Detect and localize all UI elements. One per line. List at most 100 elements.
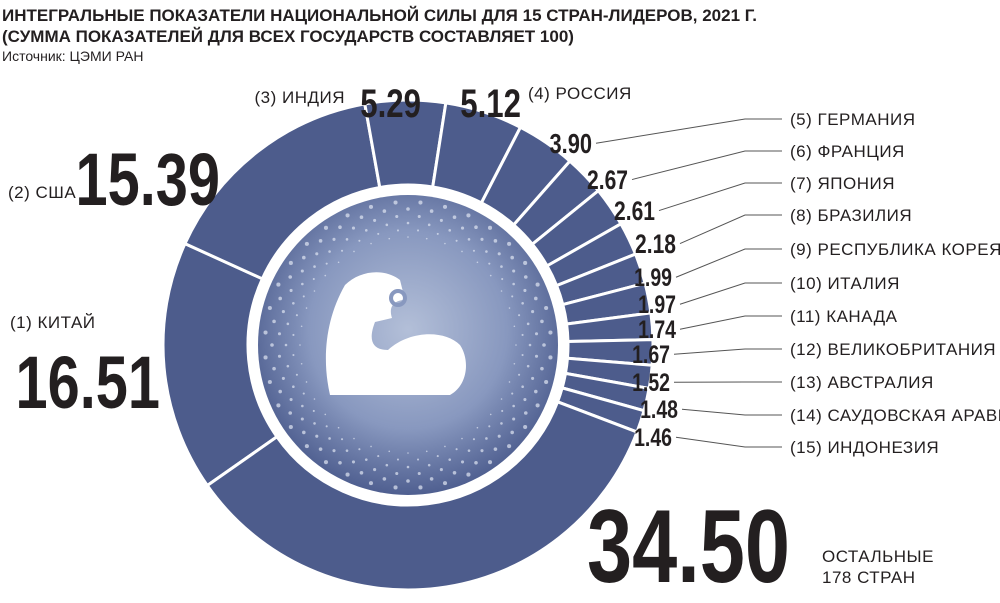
dot — [351, 460, 356, 464]
dot — [474, 225, 478, 230]
dot — [388, 237, 391, 240]
dot — [474, 460, 478, 465]
dot — [429, 209, 434, 213]
dot — [377, 455, 380, 458]
dot — [513, 325, 516, 328]
dot — [540, 319, 544, 324]
dot — [508, 307, 511, 309]
dot — [340, 438, 344, 441]
dot — [388, 450, 391, 453]
dot — [292, 333, 295, 337]
source: Источник: ЦЭМИ РАН — [2, 48, 143, 64]
dot — [518, 373, 521, 376]
dot — [358, 448, 361, 451]
dot — [487, 225, 493, 230]
dot — [301, 282, 304, 286]
dot — [295, 373, 298, 376]
category-label: (9) РЕСПУБЛИКА КОРЕЯ — [790, 240, 1000, 259]
segment — [205, 399, 639, 592]
dot — [466, 472, 471, 477]
dot — [323, 225, 329, 230]
dot — [523, 411, 528, 415]
dot — [278, 389, 283, 394]
dot — [407, 452, 409, 454]
dot — [521, 385, 524, 389]
dot — [286, 364, 290, 368]
dot — [507, 241, 512, 246]
value-label: 15.39 — [76, 139, 220, 222]
leader-line — [675, 248, 782, 278]
dot — [300, 362, 303, 365]
dot — [267, 379, 272, 385]
dot — [295, 314, 298, 317]
dot — [359, 470, 364, 475]
leader-line — [675, 436, 782, 448]
dot — [511, 295, 514, 298]
dot — [472, 249, 476, 252]
dot — [406, 465, 410, 469]
dot — [292, 301, 295, 305]
dot — [540, 366, 544, 371]
dot — [439, 468, 443, 472]
dot — [466, 213, 471, 218]
dot — [531, 376, 535, 380]
dot — [455, 448, 458, 451]
category-label: (2) США — [8, 183, 76, 202]
dot — [523, 424, 528, 430]
dot — [364, 229, 368, 232]
dot — [442, 204, 448, 209]
dot — [427, 463, 431, 467]
dot — [385, 463, 389, 467]
dot — [313, 265, 316, 268]
value-label: 5.12 — [460, 81, 521, 126]
dot — [510, 255, 514, 260]
dot — [382, 209, 387, 213]
dot — [395, 214, 399, 219]
dot — [460, 460, 465, 464]
dot — [476, 426, 479, 429]
arm-icon — [325, 272, 466, 395]
dot — [300, 325, 303, 328]
dot — [425, 450, 428, 453]
dot — [523, 260, 528, 266]
dot — [323, 460, 329, 465]
dot — [377, 232, 380, 235]
dot — [304, 444, 309, 449]
value-label: 2.18 — [635, 230, 676, 260]
dot — [485, 437, 488, 440]
dot — [302, 295, 305, 298]
category-label: (7) ЯПОНИЯ — [790, 174, 895, 193]
dot — [416, 229, 420, 232]
dot — [406, 207, 410, 211]
dot — [460, 226, 465, 230]
dot — [452, 470, 457, 475]
dot — [439, 218, 443, 222]
dot — [312, 409, 315, 413]
leader-line — [673, 348, 782, 355]
dot — [425, 237, 428, 240]
category-label: ОСТАЛЬНЫЕ 178 СТРАН — [822, 547, 934, 587]
value-label: 1.99 — [634, 264, 672, 292]
value-label: 34.50 — [587, 488, 790, 603]
dot — [442, 481, 448, 486]
dot — [315, 252, 319, 256]
dot — [370, 445, 372, 448]
dot — [345, 238, 349, 241]
decoration — [263, 200, 553, 490]
dot — [395, 471, 399, 476]
category-label: (12) ВЕЛИКОБРИТАНИЯ — [790, 340, 996, 359]
dot — [515, 344, 517, 346]
leader-line — [679, 315, 782, 330]
dot — [373, 468, 377, 472]
dot — [542, 343, 546, 347]
dot — [535, 282, 540, 287]
dot — [337, 426, 340, 429]
dot — [497, 434, 501, 438]
value-label: 2.61 — [614, 197, 655, 227]
dot — [272, 366, 276, 371]
dot — [288, 424, 293, 430]
dot — [523, 288, 527, 293]
dot — [528, 343, 532, 347]
dot — [444, 242, 446, 245]
value-label: 16.51 — [16, 342, 160, 425]
